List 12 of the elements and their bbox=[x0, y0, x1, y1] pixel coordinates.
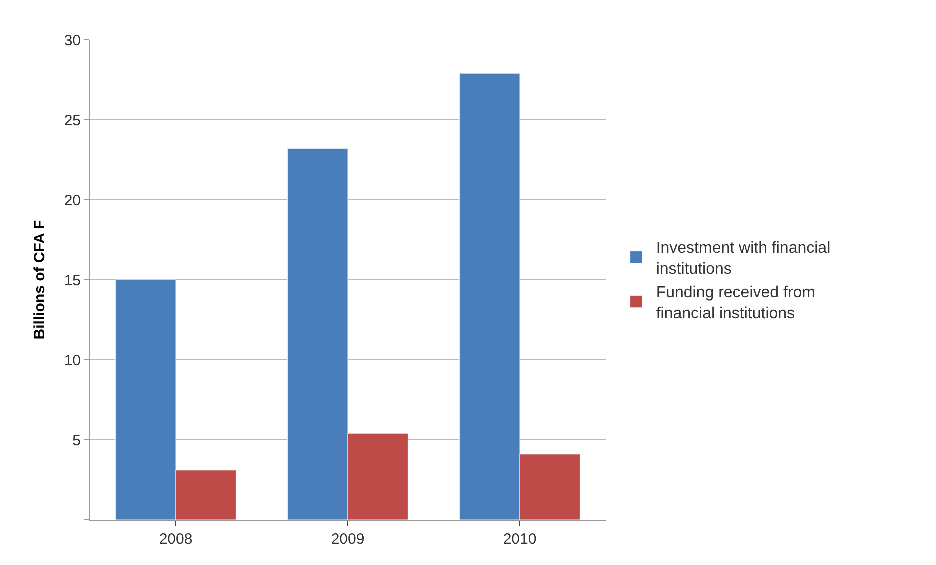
y-tick-label: 10 bbox=[64, 352, 81, 370]
y-axis-title: Billions of CFA F bbox=[32, 220, 49, 340]
x-tick-label: 2009 bbox=[331, 531, 365, 548]
legend-label: Investment with financial institutions bbox=[656, 240, 831, 278]
y-tick-label: 25 bbox=[64, 112, 81, 130]
legend-label: Funding received from financial institutions bbox=[656, 284, 816, 323]
y-tick-label: 15 bbox=[64, 272, 81, 290]
y-tick-label: 30 bbox=[64, 32, 81, 50]
y-tick-label: 5 bbox=[72, 432, 81, 450]
x-tick-label: 2008 bbox=[159, 531, 193, 548]
y-tick-label: 20 bbox=[64, 192, 81, 210]
x-tick-label: 2010 bbox=[503, 531, 537, 548]
